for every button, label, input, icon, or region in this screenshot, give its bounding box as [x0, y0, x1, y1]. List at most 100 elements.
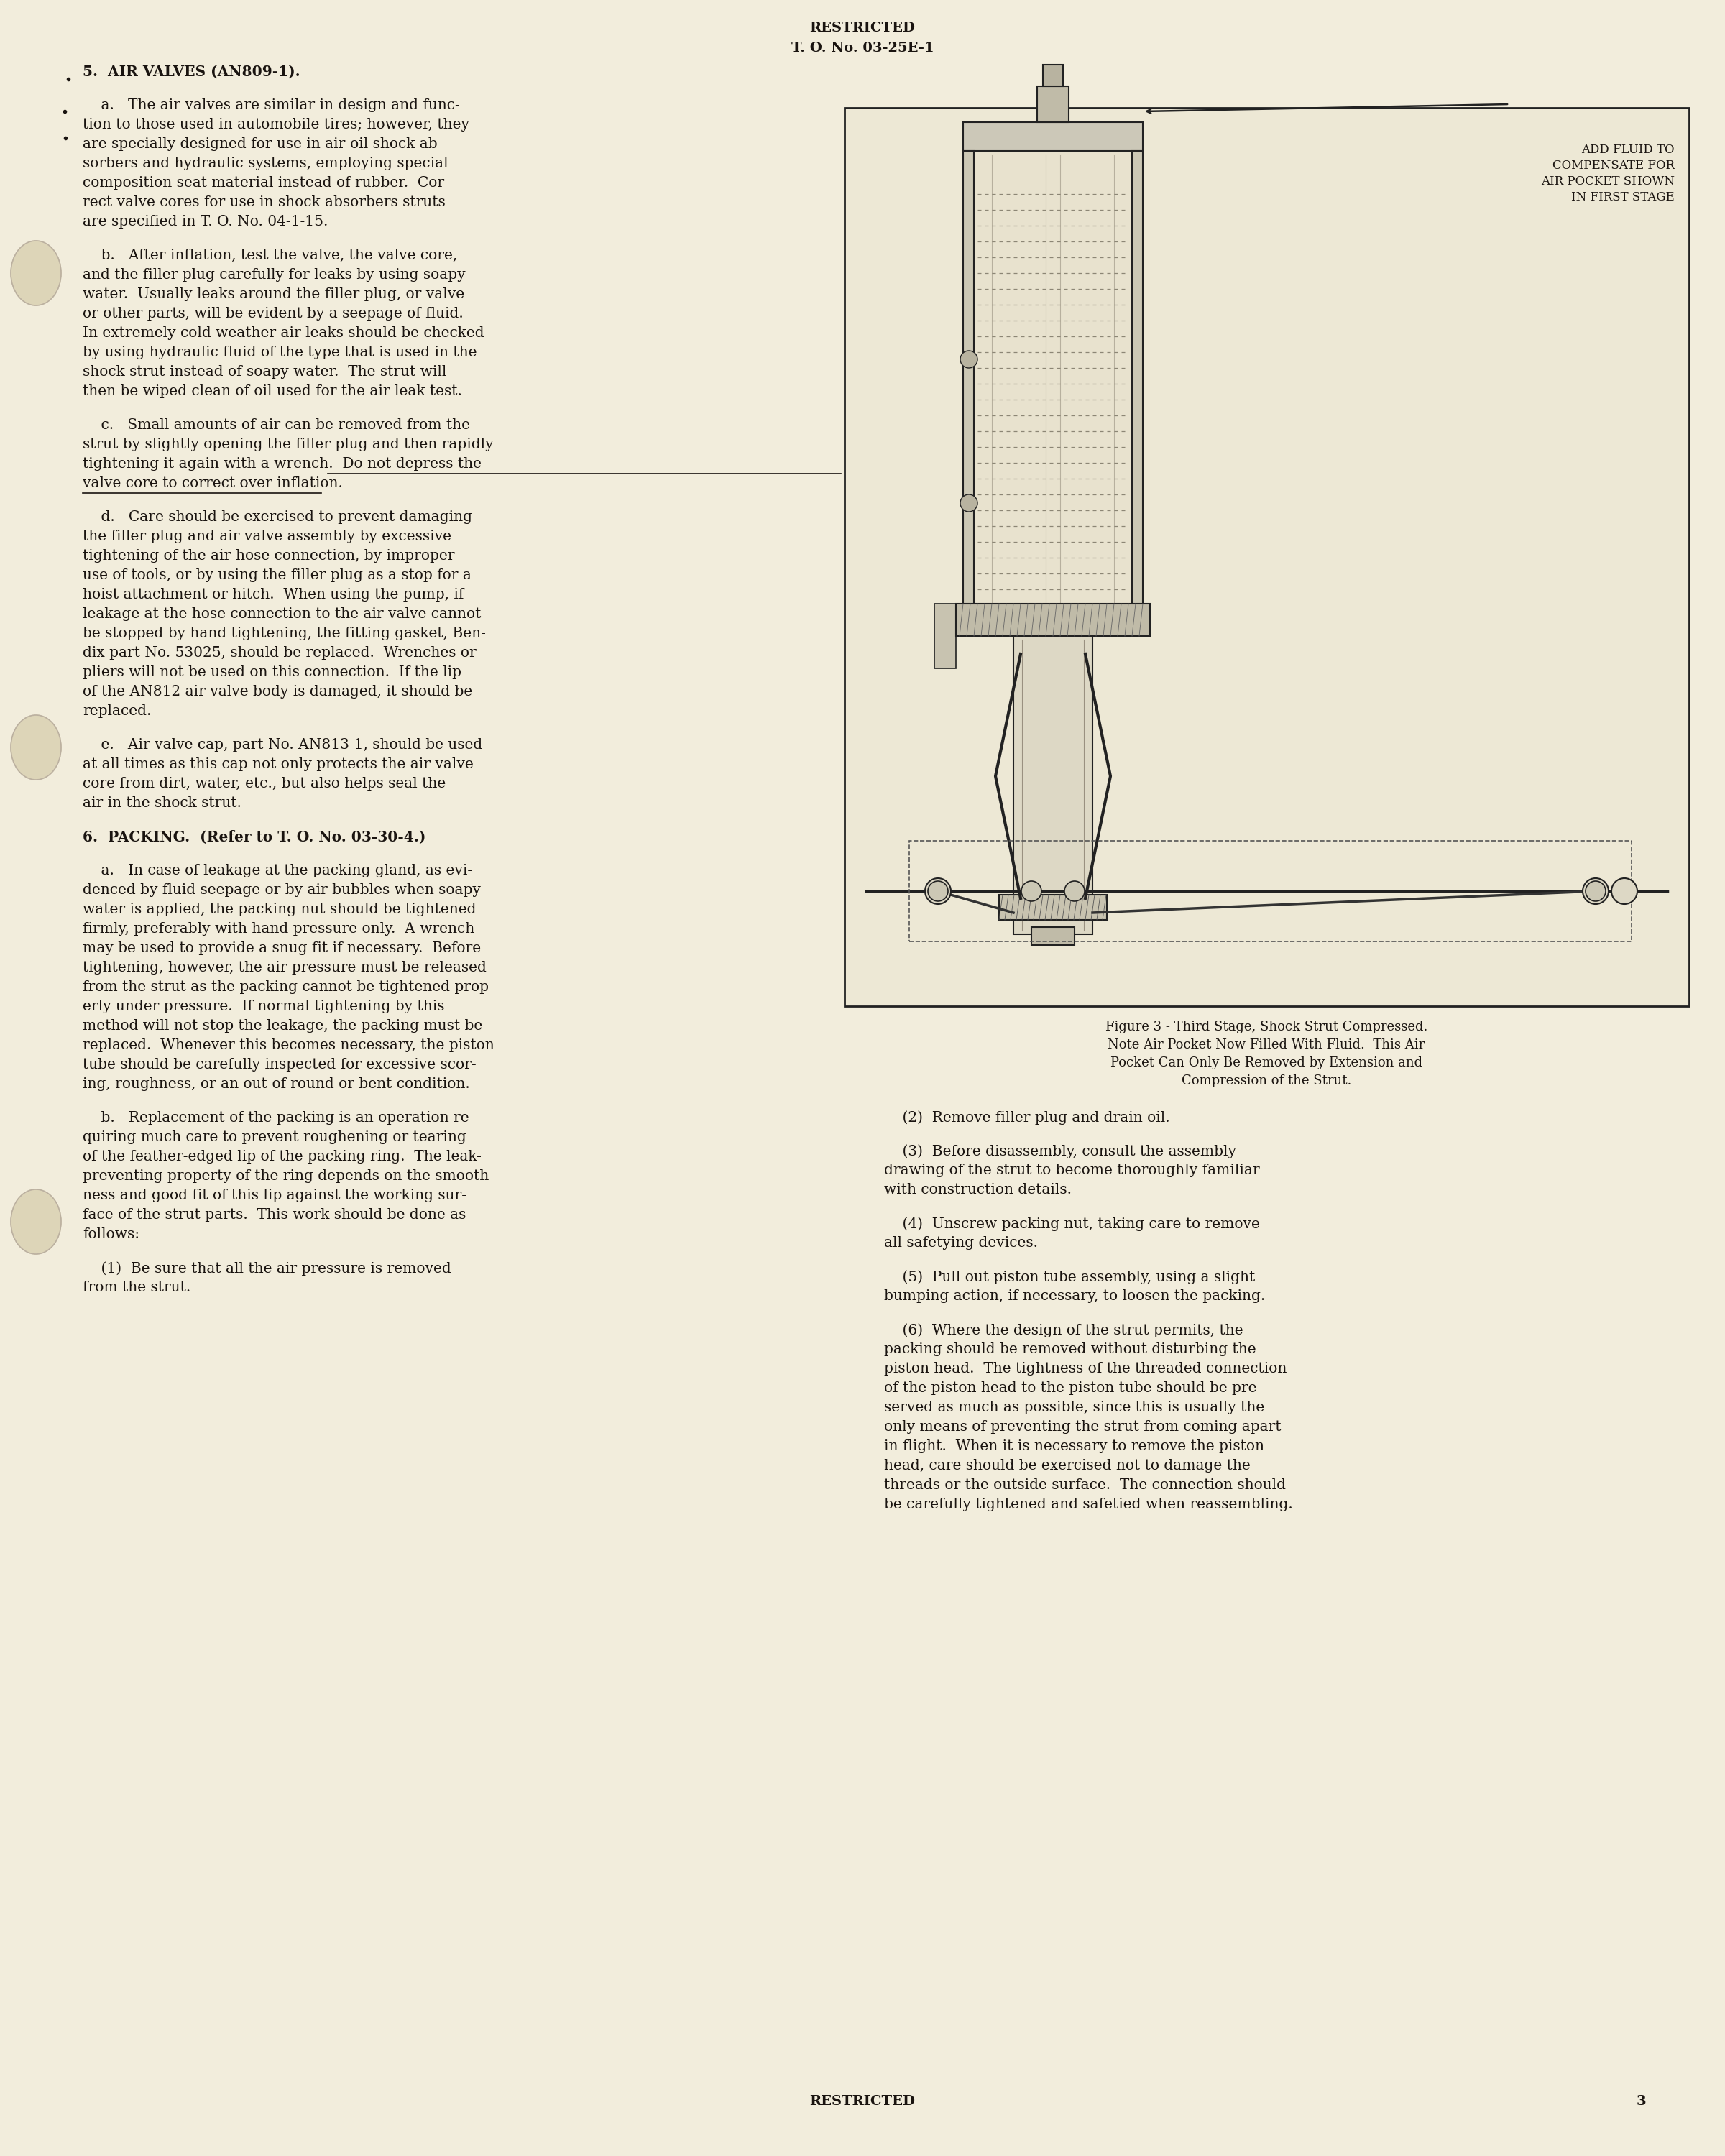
Text: pliers will not be used on this connection.  If the lip: pliers will not be used on this connecti… [83, 666, 462, 679]
Text: tube should be carefully inspected for excessive scor-: tube should be carefully inspected for e… [83, 1059, 476, 1072]
Circle shape [961, 494, 978, 511]
Text: from the strut.: from the strut. [83, 1281, 191, 1294]
Text: tightening, however, the air pressure must be released: tightening, however, the air pressure mu… [83, 962, 486, 975]
Circle shape [1611, 877, 1637, 903]
Text: all safetying devices.: all safetying devices. [885, 1235, 1038, 1250]
Bar [999, 895, 1107, 921]
Text: from the strut as the packing cannot be tightened prop-: from the strut as the packing cannot be … [83, 981, 493, 994]
Text: b.   Replacement of the packing is an operation re-: b. Replacement of the packing is an oper… [83, 1110, 474, 1125]
Text: 5.  AIR VALVES (AN809-1).: 5. AIR VALVES (AN809-1). [83, 65, 300, 80]
Text: face of the strut parts.  This work should be done as: face of the strut parts. This work shoul… [83, 1207, 466, 1222]
Text: use of tools, or by using the filler plug as a stop for a: use of tools, or by using the filler plu… [83, 569, 471, 582]
Text: by using hydraulic fluid of the type that is used in the: by using hydraulic fluid of the type tha… [83, 345, 476, 360]
Text: composition seat material instead of rubber.  Cor-: composition seat material instead of rub… [83, 177, 449, 190]
Text: sorbers and hydraulic systems, employing special: sorbers and hydraulic systems, employing… [83, 157, 449, 170]
Bar [963, 123, 1144, 151]
Text: tightening of the air-hose connection, by improper: tightening of the air-hose connection, b… [83, 550, 455, 563]
Text: may be used to provide a snug fit if necessary.  Before: may be used to provide a snug fit if nec… [83, 942, 481, 955]
Bar [1014, 636, 1092, 934]
Text: e.   Air valve cap, part No. AN813-1, should be used: e. Air valve cap, part No. AN813-1, shou… [83, 737, 483, 752]
Text: method will not stop the leakage, the packing must be: method will not stop the leakage, the pa… [83, 1020, 483, 1033]
Text: denced by fluid seepage or by air bubbles when soapy: denced by fluid seepage or by air bubble… [83, 884, 481, 897]
Text: shock strut instead of soapy water.  The strut will: shock strut instead of soapy water. The … [83, 364, 447, 379]
Text: only means of preventing the strut from coming apart: only means of preventing the strut from … [885, 1421, 1282, 1434]
Text: be carefully tightened and safetied when reassembling.: be carefully tightened and safetied when… [885, 1498, 1292, 1511]
Text: valve core to correct over inflation.: valve core to correct over inflation. [83, 476, 343, 489]
Ellipse shape [10, 241, 60, 306]
Text: erly under pressure.  If normal tightening by this: erly under pressure. If normal tightenin… [83, 1000, 445, 1013]
Bar [909, 841, 1632, 942]
Circle shape [925, 877, 950, 903]
Bar [1037, 86, 1070, 123]
Text: are specified in T. O. No. 04-1-15.: are specified in T. O. No. 04-1-15. [83, 216, 328, 229]
Text: T. O. No. 03-25E-1: T. O. No. 03-25E-1 [792, 41, 933, 54]
Circle shape [1064, 882, 1085, 901]
Text: dix part No. 53025, should be replaced.  Wrenches or: dix part No. 53025, should be replaced. … [83, 647, 476, 660]
Text: c.   Small amounts of air can be removed from the: c. Small amounts of air can be removed f… [83, 418, 469, 431]
Text: are specially designed for use in air-oil shock ab-: are specially designed for use in air-oi… [83, 138, 442, 151]
Circle shape [1584, 877, 1609, 903]
Text: bumping action, if necessary, to loosen the packing.: bumping action, if necessary, to loosen … [885, 1289, 1264, 1302]
Text: replaced.: replaced. [83, 705, 152, 718]
Text: ness and good fit of this lip against the working sur-: ness and good fit of this lip against th… [83, 1188, 466, 1203]
Text: head, care should be exercised not to damage the: head, care should be exercised not to da… [885, 1460, 1251, 1473]
Text: a.   In case of leakage at the packing gland, as evi-: a. In case of leakage at the packing gla… [83, 865, 473, 877]
Text: (1)  Be sure that all the air pressure is removed: (1) Be sure that all the air pressure is… [83, 1261, 452, 1276]
Text: RESTRICTED: RESTRICTED [809, 22, 916, 34]
Text: water.  Usually leaks around the filler plug, or valve: water. Usually leaks around the filler p… [83, 287, 464, 302]
Text: packing should be removed without disturbing the: packing should be removed without distur… [885, 1343, 1256, 1356]
Text: strut by slightly opening the filler plug and then rapidly: strut by slightly opening the filler plu… [83, 438, 493, 451]
Circle shape [961, 351, 978, 369]
Text: Figure 3 - Third Stage, Shock Strut Compressed.: Figure 3 - Third Stage, Shock Strut Comp… [1106, 1020, 1428, 1033]
Text: RESTRICTED: RESTRICTED [809, 2096, 916, 2109]
Circle shape [1585, 882, 1606, 901]
Text: (5)  Pull out piston tube assembly, using a slight: (5) Pull out piston tube assembly, using… [885, 1270, 1256, 1285]
Text: Compression of the Strut.: Compression of the Strut. [1182, 1074, 1351, 1087]
Text: water is applied, the packing nut should be tightened: water is applied, the packing nut should… [83, 903, 476, 916]
Text: Note Air Pocket Now Filled With Fluid.  This Air: Note Air Pocket Now Filled With Fluid. T… [1107, 1039, 1425, 1052]
Bar [1032, 927, 1075, 944]
Text: tightening it again with a wrench.  Do not depress the: tightening it again with a wrench. Do no… [83, 457, 481, 470]
Bar [963, 151, 975, 610]
Text: of the piston head to the piston tube should be pre-: of the piston head to the piston tube sh… [885, 1382, 1261, 1395]
Text: with construction details.: with construction details. [885, 1184, 1071, 1197]
Text: at all times as this cap not only protects the air valve: at all times as this cap not only protec… [83, 757, 473, 772]
Text: drawing of the strut to become thoroughly familiar: drawing of the strut to become thoroughl… [885, 1164, 1259, 1177]
Text: of the feather-edged lip of the packing ring.  The leak-: of the feather-edged lip of the packing … [83, 1149, 481, 1164]
Text: b.   After inflation, test the valve, the valve core,: b. After inflation, test the valve, the … [83, 248, 457, 263]
Text: (4)  Unscrew packing nut, taking care to remove: (4) Unscrew packing nut, taking care to … [885, 1216, 1259, 1231]
Text: be stopped by hand tightening, the fitting gasket, Ben-: be stopped by hand tightening, the fitti… [83, 627, 486, 640]
Text: 3: 3 [1635, 2096, 1646, 2109]
Text: ADD FLUID TO: ADD FLUID TO [1582, 144, 1675, 155]
Text: or other parts, will be evident by a seepage of fluid.: or other parts, will be evident by a see… [83, 306, 464, 321]
Bar [975, 151, 1132, 610]
Text: then be wiped clean of oil used for the air leak test.: then be wiped clean of oil used for the … [83, 384, 462, 399]
Text: AIR POCKET SHOWN: AIR POCKET SHOWN [1540, 175, 1675, 188]
Text: IN FIRST STAGE: IN FIRST STAGE [1571, 192, 1675, 203]
Text: In extremely cold weather air leaks should be checked: In extremely cold weather air leaks shou… [83, 326, 485, 341]
Text: served as much as possible, since this is usually the: served as much as possible, since this i… [885, 1401, 1264, 1414]
Text: threads or the outside surface.  The connection should: threads or the outside surface. The conn… [885, 1479, 1285, 1492]
Text: the filler plug and air valve assembly by excessive: the filler plug and air valve assembly b… [83, 530, 452, 543]
Text: core from dirt, water, etc., but also helps seal the: core from dirt, water, etc., but also he… [83, 776, 445, 791]
Text: air in the shock strut.: air in the shock strut. [83, 796, 242, 811]
Text: follows:: follows: [83, 1227, 140, 1242]
Text: COMPENSATE FOR: COMPENSATE FOR [1552, 160, 1675, 172]
Text: quiring much care to prevent roughening or tearing: quiring much care to prevent roughening … [83, 1130, 466, 1145]
Bar [935, 604, 956, 668]
Text: (6)  Where the design of the strut permits, the: (6) Where the design of the strut permit… [885, 1324, 1244, 1337]
Text: (3)  Before disassembly, consult the assembly: (3) Before disassembly, consult the asse… [885, 1145, 1237, 1158]
Text: 6.  PACKING.  (Refer to T. O. No. 03-30-4.): 6. PACKING. (Refer to T. O. No. 03-30-4.… [83, 830, 426, 845]
Text: Pocket Can Only Be Removed by Extension and: Pocket Can Only Be Removed by Extension … [1111, 1056, 1423, 1069]
Text: d.   Care should be exercised to prevent damaging: d. Care should be exercised to prevent d… [83, 511, 473, 524]
Text: and the filler plug carefully for leaks by using soapy: and the filler plug carefully for leaks … [83, 267, 466, 282]
Text: of the AN812 air valve body is damaged, it should be: of the AN812 air valve body is damaged, … [83, 686, 473, 699]
Text: firmly, preferably with hand pressure only.  A wrench: firmly, preferably with hand pressure on… [83, 923, 474, 936]
Text: in flight.  When it is necessary to remove the piston: in flight. When it is necessary to remov… [885, 1440, 1264, 1453]
Text: preventing property of the ring depends on the smooth-: preventing property of the ring depends … [83, 1169, 493, 1184]
Text: replaced.  Whenever this becomes necessary, the piston: replaced. Whenever this becomes necessar… [83, 1039, 495, 1052]
Text: tion to those used in automobile tires; however, they: tion to those used in automobile tires; … [83, 119, 469, 132]
Bar [1044, 65, 1063, 86]
Text: leakage at the hose connection to the air valve cannot: leakage at the hose connection to the ai… [83, 608, 481, 621]
Ellipse shape [10, 716, 60, 780]
